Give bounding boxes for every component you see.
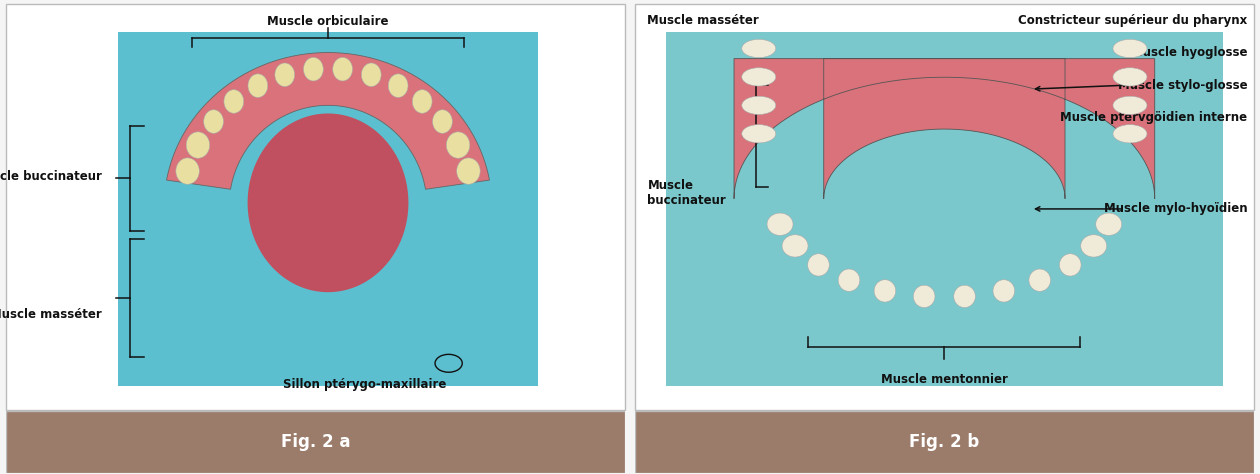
Ellipse shape <box>742 39 776 58</box>
Polygon shape <box>248 113 408 292</box>
Ellipse shape <box>782 235 808 257</box>
Ellipse shape <box>362 63 382 87</box>
Text: Muscle mylo-hyoïdien: Muscle mylo-hyoïdien <box>1104 202 1247 215</box>
Text: Muscle
buccinateur: Muscle buccinateur <box>648 179 726 207</box>
Ellipse shape <box>742 68 776 86</box>
Ellipse shape <box>838 269 859 292</box>
Ellipse shape <box>1113 96 1147 115</box>
Text: Muscle masséter: Muscle masséter <box>648 14 760 27</box>
FancyBboxPatch shape <box>635 411 1254 473</box>
Ellipse shape <box>176 158 199 184</box>
Text: Muscle orbiculaire: Muscle orbiculaire <box>267 15 389 28</box>
Ellipse shape <box>224 90 243 113</box>
Ellipse shape <box>767 213 793 236</box>
Ellipse shape <box>914 285 935 308</box>
Text: Muscle stylo-glosse: Muscle stylo-glosse <box>1118 79 1247 92</box>
Ellipse shape <box>186 132 209 158</box>
Ellipse shape <box>1113 125 1147 143</box>
Text: Constricteur supérieur du pharynx: Constricteur supérieur du pharynx <box>1018 14 1247 27</box>
Ellipse shape <box>248 74 268 98</box>
Polygon shape <box>166 53 489 189</box>
FancyBboxPatch shape <box>667 32 1222 386</box>
Ellipse shape <box>742 96 776 115</box>
Ellipse shape <box>808 254 829 276</box>
Ellipse shape <box>1096 213 1121 236</box>
Text: Fig. 2 b: Fig. 2 b <box>910 433 979 451</box>
Ellipse shape <box>1113 39 1147 58</box>
Ellipse shape <box>333 57 353 81</box>
Ellipse shape <box>446 132 470 158</box>
Ellipse shape <box>412 90 432 113</box>
Text: Muscle masséter: Muscle masséter <box>0 308 102 321</box>
Ellipse shape <box>432 110 452 133</box>
Ellipse shape <box>456 158 480 184</box>
Ellipse shape <box>1029 269 1051 292</box>
Text: Muscle hyoglosse: Muscle hyoglosse <box>1131 46 1247 59</box>
Text: Sillon ptérygo-maxillaire: Sillon ptérygo-maxillaire <box>284 377 447 391</box>
FancyBboxPatch shape <box>6 411 625 473</box>
Text: Fig. 2 a: Fig. 2 a <box>281 433 350 451</box>
Ellipse shape <box>1113 68 1147 86</box>
Text: Muscle ptérvgöidien interne: Muscle ptérvgöidien interne <box>1061 111 1247 125</box>
Ellipse shape <box>874 280 896 302</box>
Ellipse shape <box>388 74 408 98</box>
Ellipse shape <box>304 57 324 81</box>
Ellipse shape <box>1081 235 1106 257</box>
Text: Muscle mentonnier: Muscle mentonnier <box>881 374 1008 386</box>
Polygon shape <box>735 59 1154 199</box>
Ellipse shape <box>204 110 223 133</box>
FancyBboxPatch shape <box>635 4 1254 410</box>
Ellipse shape <box>742 125 776 143</box>
Ellipse shape <box>993 280 1014 302</box>
FancyBboxPatch shape <box>6 4 625 410</box>
Ellipse shape <box>954 285 975 308</box>
Text: Muscle buccinateur: Muscle buccinateur <box>0 170 102 183</box>
Ellipse shape <box>275 63 295 87</box>
FancyBboxPatch shape <box>117 32 538 386</box>
Ellipse shape <box>1060 254 1081 276</box>
